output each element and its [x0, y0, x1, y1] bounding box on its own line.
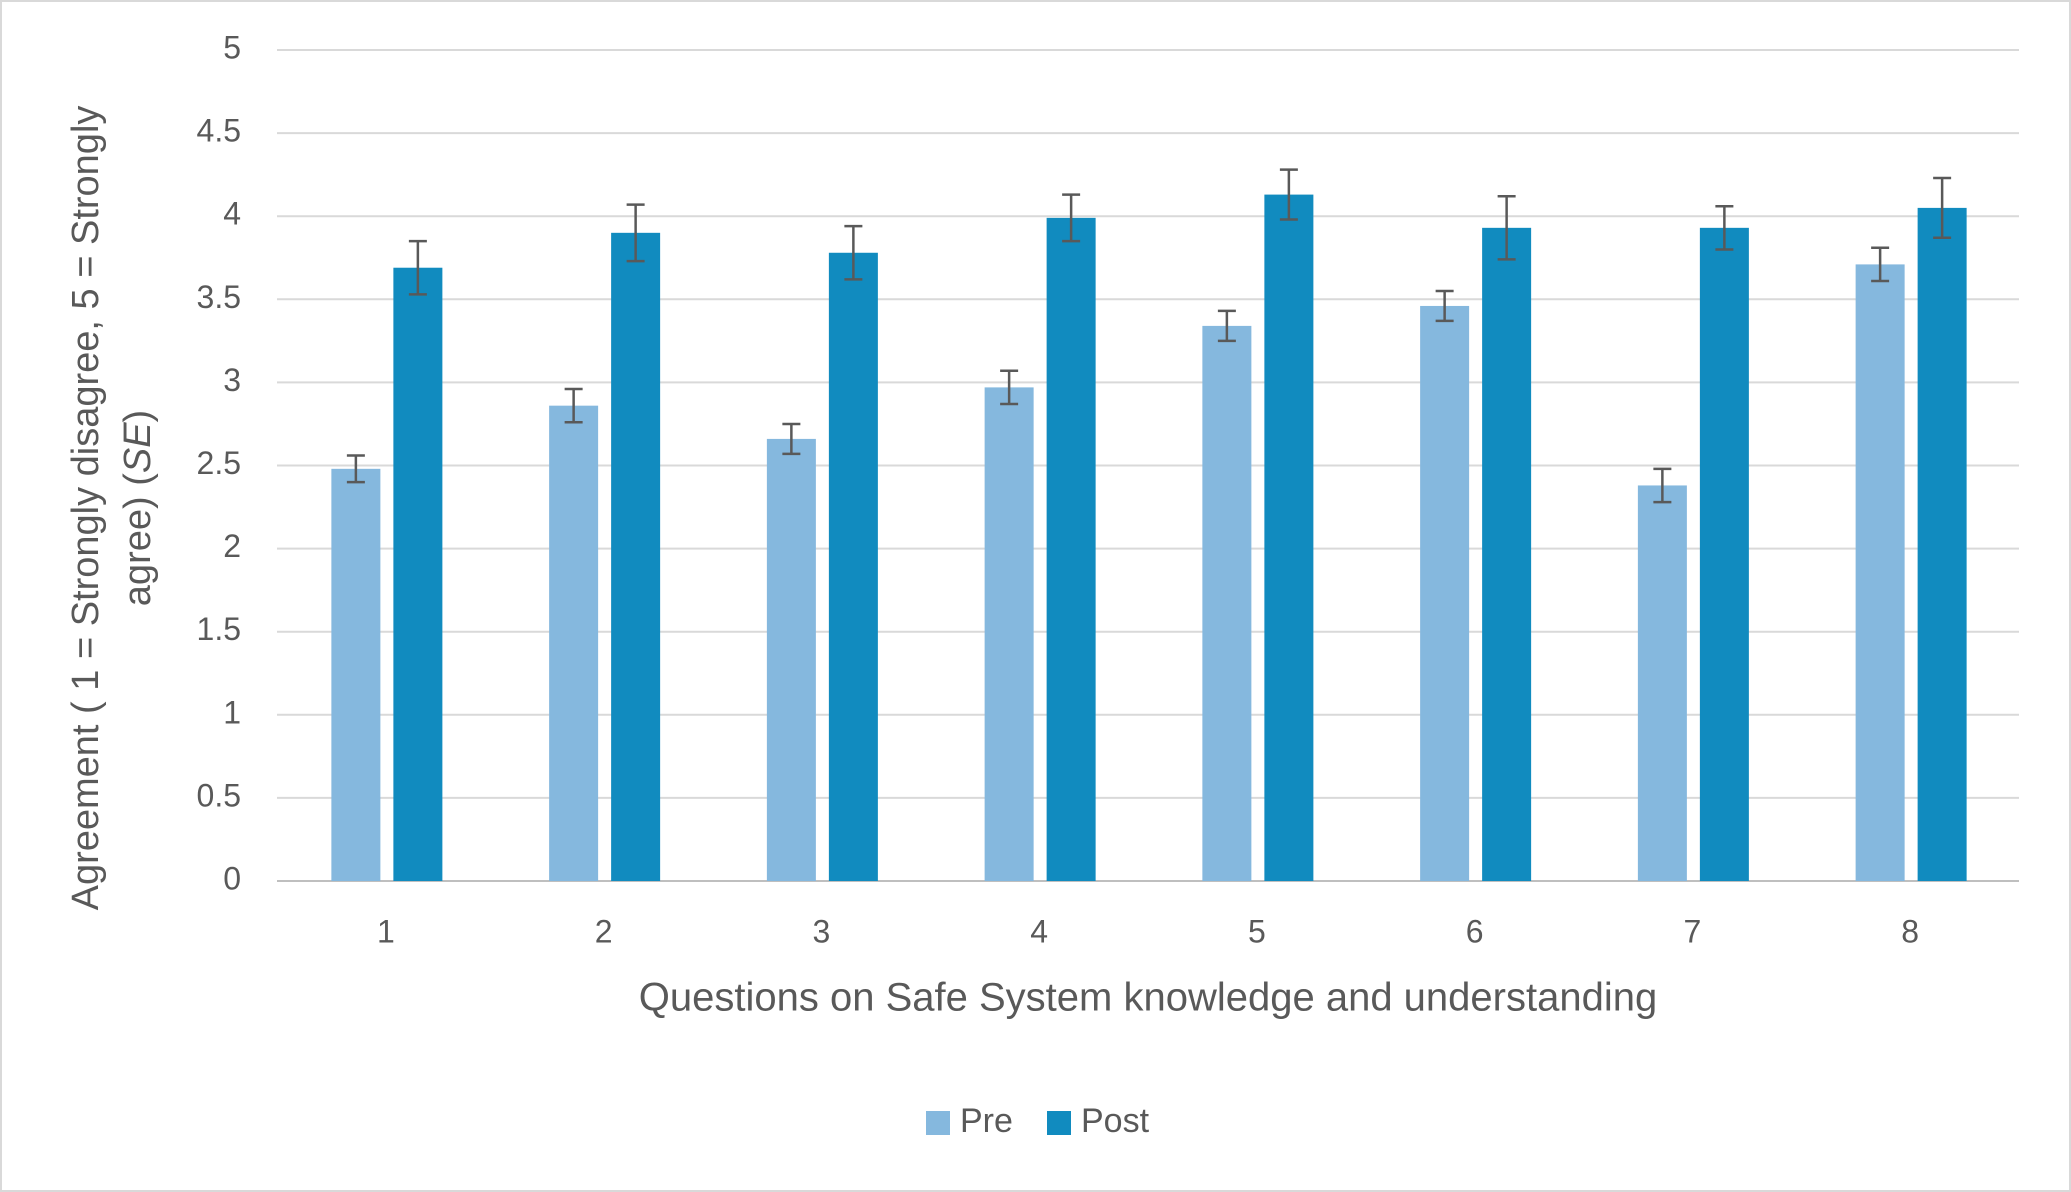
x-axis-title: Questions on Safe System knowledge and u… — [639, 976, 1657, 1020]
x-tick-label: 2 — [595, 913, 613, 949]
y-axis-title-line: Agreement ( 1 = Strongly disagree, 5 = S… — [65, 106, 107, 911]
y-tick-label: 2 — [223, 528, 241, 564]
error-bar — [1871, 246, 1890, 283]
x-tick-label: 5 — [1248, 913, 1266, 949]
bar — [331, 468, 381, 881]
error-bar — [408, 239, 427, 296]
y-tick-label: 4 — [223, 196, 241, 232]
bar — [1482, 227, 1532, 882]
y-tick-label: 4.5 — [197, 113, 241, 149]
bar — [1264, 194, 1314, 881]
bar — [766, 438, 816, 881]
legend-swatch — [1047, 1111, 1071, 1135]
error-bar — [1000, 369, 1019, 406]
x-tick-label: 4 — [1030, 913, 1048, 949]
legend-label: Post — [1081, 1102, 1150, 1140]
bar — [1699, 227, 1749, 882]
y-tick-label: 1.5 — [197, 611, 241, 647]
y-axis-title: Agreement ( 1 = Strongly disagree, 5 = S… — [65, 106, 159, 911]
error-bar — [1279, 168, 1298, 221]
legend-label: Pre — [960, 1102, 1013, 1140]
x-tick-label: 8 — [1901, 913, 1919, 949]
error-bar — [1217, 309, 1236, 343]
bar — [984, 387, 1034, 881]
bar — [1637, 485, 1687, 881]
x-tick-label: 6 — [1466, 913, 1484, 949]
y-axis-title-end: ) — [117, 410, 159, 423]
bar — [611, 232, 661, 881]
y-tick-label: 3 — [223, 362, 241, 398]
error-bar — [626, 203, 645, 263]
y-tick-label: 0.5 — [197, 777, 241, 813]
y-axis-title-italic: SE — [117, 422, 159, 473]
error-bar — [1062, 193, 1081, 243]
bar — [1420, 305, 1470, 881]
bar — [1855, 264, 1905, 881]
y-tick-label: 0 — [223, 860, 241, 896]
legend-swatch — [926, 1111, 950, 1135]
error-bar — [1933, 176, 1952, 240]
error-bar — [1497, 195, 1516, 261]
y-tick-label: 3.5 — [197, 279, 241, 315]
error-bar — [1435, 289, 1454, 323]
y-tick-label: 1 — [223, 694, 241, 730]
bar — [1202, 325, 1252, 882]
error-bar — [844, 224, 863, 281]
error-bar — [564, 387, 583, 424]
bar — [1917, 207, 1967, 881]
y-axis-title-line: agree) ( — [117, 473, 159, 606]
y-tick-label: 5 — [223, 29, 241, 65]
error-bar — [1653, 467, 1672, 504]
bar — [393, 267, 443, 881]
error-bar — [346, 454, 365, 484]
error-bar — [782, 422, 801, 456]
bar — [1046, 217, 1096, 881]
error-bar — [1715, 204, 1734, 251]
x-tick-label: 1 — [377, 913, 395, 949]
bar — [828, 252, 878, 881]
x-tick-label: 3 — [812, 913, 830, 949]
x-tick-label: 7 — [1683, 913, 1701, 949]
bar — [549, 405, 599, 881]
y-tick-label: 2.5 — [197, 445, 241, 481]
